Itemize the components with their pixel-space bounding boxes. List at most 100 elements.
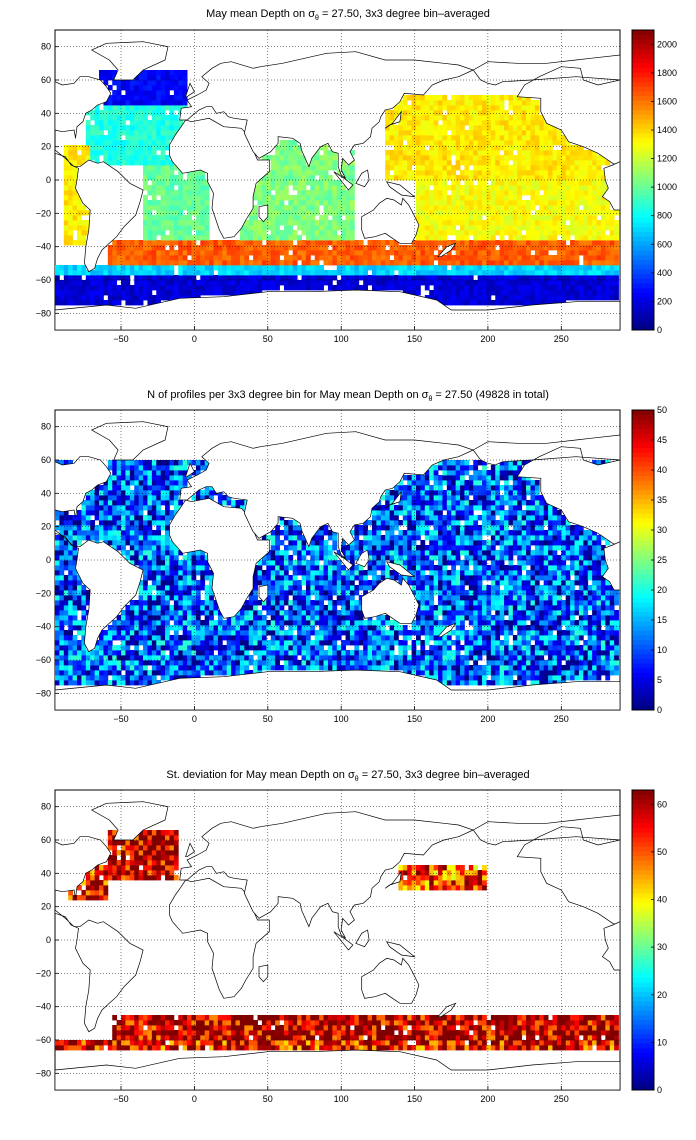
data-cell [473, 200, 479, 206]
data-cell [204, 230, 210, 236]
data-cell [248, 240, 254, 246]
data-cell [345, 625, 351, 631]
data-cell [534, 100, 540, 106]
data-cell [552, 295, 558, 301]
data-cell [411, 640, 417, 646]
data-cell [552, 230, 558, 236]
data-cell [468, 185, 474, 191]
data-cell [349, 215, 355, 221]
data-cell [565, 655, 571, 661]
data-cell [433, 270, 439, 276]
data-cell [385, 135, 390, 141]
data-cell [517, 280, 523, 286]
data-cell [464, 250, 470, 256]
data-cell [85, 125, 91, 131]
data-cell [477, 215, 483, 221]
data-cell [288, 275, 294, 281]
data-cell [147, 625, 153, 631]
data-cell [187, 630, 192, 636]
data-cell [394, 255, 399, 261]
data-cell [195, 185, 201, 191]
data-cell [490, 250, 496, 256]
data-cell [156, 75, 162, 81]
data-cell [112, 115, 118, 121]
data-cell [578, 225, 584, 231]
data-cell [539, 235, 545, 241]
data-cell [165, 190, 170, 196]
data-cell [548, 140, 553, 146]
data-cell [209, 250, 214, 256]
data-cell [345, 665, 351, 671]
data-cell [468, 180, 474, 186]
data-cell [239, 290, 245, 296]
data-cell [473, 185, 479, 191]
data-cell [521, 235, 527, 241]
data-cell [433, 670, 439, 676]
data-cell [429, 95, 435, 101]
data-cell [94, 115, 100, 121]
data-cell [600, 250, 606, 256]
data-cell [266, 170, 272, 176]
data-cell [561, 645, 567, 651]
data-cell [482, 195, 487, 201]
data-cell [112, 155, 118, 161]
colorbar-segment [632, 147, 654, 153]
data-cell [68, 190, 74, 196]
data-cell [521, 245, 527, 251]
data-cell [508, 240, 514, 246]
data-cell [288, 160, 294, 166]
data-cell [521, 100, 527, 106]
data-cell [217, 250, 223, 256]
data-cell [385, 255, 390, 261]
data-cell [182, 205, 188, 211]
data-cell [587, 665, 593, 671]
data-cell [416, 635, 421, 641]
data-cell [288, 175, 294, 181]
data-cell [305, 165, 311, 171]
data-cell [165, 85, 170, 91]
data-cell [266, 280, 272, 286]
data-cell [495, 140, 501, 146]
data-cell [482, 135, 487, 141]
data-cell [209, 265, 214, 271]
data-cell [486, 260, 492, 266]
data-cell [512, 110, 518, 116]
data-cell [143, 220, 148, 226]
data-cell [394, 155, 399, 161]
data-cell [169, 660, 175, 666]
data-cell [112, 675, 118, 681]
colorbar-segment [632, 259, 654, 265]
data-cell [116, 80, 122, 86]
data-cell [438, 260, 443, 266]
data-cell [548, 285, 553, 291]
colorbar-tick-label: 1600 [657, 96, 677, 106]
data-cell [116, 90, 122, 96]
data-cell [358, 655, 364, 661]
data-cell [446, 650, 452, 656]
data-cell [578, 215, 584, 221]
data-cell [583, 200, 589, 206]
data-cell [517, 650, 523, 656]
data-cell [380, 260, 386, 266]
data-cell [112, 160, 118, 166]
data-cell [77, 680, 82, 686]
data-cell [147, 160, 153, 166]
data-cell [173, 125, 179, 131]
data-cell [570, 245, 575, 251]
data-cell [63, 665, 69, 671]
data-cell [574, 215, 580, 221]
data-cell [438, 160, 443, 166]
data-cell [556, 205, 562, 211]
data-cell [143, 115, 148, 121]
data-cell [429, 160, 435, 166]
data-cell [99, 130, 104, 136]
data-cell [283, 655, 289, 661]
data-cell [222, 245, 228, 251]
data-cell [99, 265, 104, 271]
data-cell [446, 630, 452, 636]
data-cell [371, 255, 377, 261]
data-cell [442, 270, 448, 276]
data-cell [129, 255, 135, 261]
data-cell [468, 275, 474, 281]
data-cell [77, 285, 82, 291]
